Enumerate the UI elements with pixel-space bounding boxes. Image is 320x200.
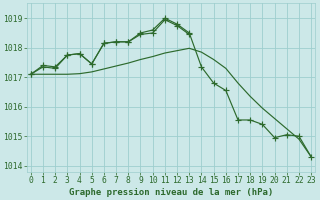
X-axis label: Graphe pression niveau de la mer (hPa): Graphe pression niveau de la mer (hPa) — [69, 188, 273, 197]
